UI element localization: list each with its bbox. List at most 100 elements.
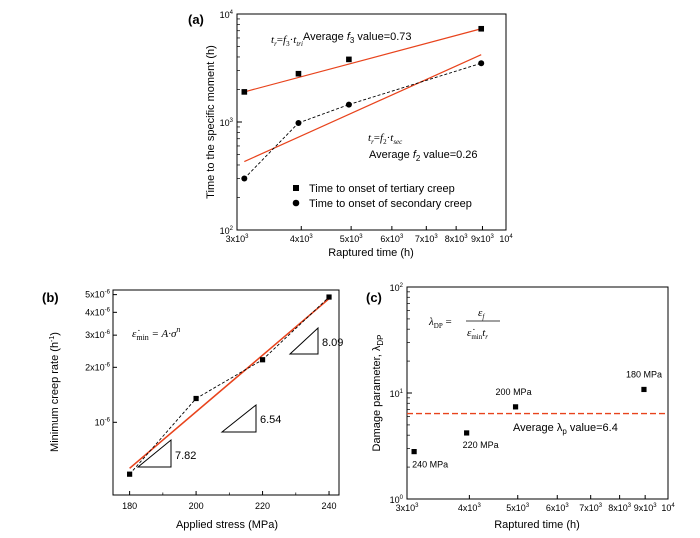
- panel-c-x-tick-label: 3x103: [396, 503, 420, 513]
- panel-b-x-tick-label: 220: [255, 501, 270, 511]
- panel-a-y-ticks: 102 103 104: [220, 10, 242, 236]
- panel-c-point: [464, 430, 470, 436]
- slope-label-3: 8.09: [322, 337, 343, 349]
- panel-b-point: [259, 357, 266, 363]
- panel-c-x-tick-label: 4x103: [458, 503, 482, 513]
- panel-b-y-ticks: 10-6 2x10-6 3x10-6 4x10-6 5x10-6: [85, 290, 117, 427]
- panel-a-y-tick-label: 104: [220, 10, 234, 20]
- slope-triangle-3: [288, 326, 319, 355]
- panel-b-points: [127, 294, 332, 477]
- panel-a-x-label: Raptured time (h): [328, 247, 414, 259]
- panel-a-dashed-segment: [244, 122, 299, 179]
- panel-a-secondary-point: [295, 119, 302, 126]
- panel-a-label: (a): [188, 12, 204, 27]
- panel-c-equation: λDP = εf ε̇mintr: [428, 307, 500, 341]
- panel-c-point-label: 240 MPa: [412, 460, 448, 470]
- panel-a-secondary-point: [345, 101, 352, 108]
- panel-a-fit-line-2: [244, 54, 482, 163]
- panel-b-point: [326, 294, 332, 300]
- panel-c-point-label: 220 MPa: [463, 440, 499, 450]
- panel-a-x-tick-label: 9x103: [471, 234, 495, 244]
- panel-b-y-tick-label: 3x10-6: [85, 330, 111, 340]
- panel-a-tertiary-point: [478, 25, 485, 32]
- panel-c-point-label: 200 MPa: [496, 387, 532, 397]
- svg-text:εf: εf: [478, 307, 485, 321]
- panel-c-x-tick-label: 8x103: [608, 503, 632, 513]
- panel-a-x-ticks: 3x103 4x103 5x103 6x103 7x103 8x103 9x103 104: [226, 226, 513, 244]
- panel-b-dashed-segment: [129, 398, 197, 475]
- panel-b-y-label: Minimum creep rate (h-1): [49, 332, 61, 452]
- panel-c-x-tick-label: 7x103: [579, 503, 603, 513]
- panel-c-y-ticks: 100 101 102: [390, 283, 412, 505]
- panel-a-x-tick-label: 8x103: [445, 234, 469, 244]
- slope-label-1: 7.82: [175, 450, 196, 462]
- legend-square-marker: [293, 185, 299, 191]
- legend-secondary-label: Time to onset of secondary creep: [309, 198, 472, 210]
- panel-c-point-labels: 240 MPa 220 MPa 200 MPa 180 MPa: [412, 369, 662, 469]
- panel-c: (c) 3x103 4x103 5x103 6x103 7x103 8x103 9x103 1…: [366, 283, 675, 531]
- slope-triangle-1: [136, 438, 172, 468]
- panel-a-tertiary-point: [346, 56, 352, 63]
- panel-c-x-tick-label: 9x103: [634, 503, 658, 513]
- panel-c-points: [411, 386, 647, 455]
- panel-a-x-tick-label: 6x103: [380, 234, 404, 244]
- panel-a-tertiary-point: [241, 89, 248, 95]
- panel-a-x-tick-label: 3x103: [226, 234, 250, 244]
- panel-a-tertiary-point: [295, 70, 302, 77]
- panel-a-secondary-point: [478, 60, 485, 67]
- panel-a-x-tick-label: 4x103: [290, 234, 314, 244]
- panel-c-y-tick-label: 101: [390, 389, 404, 399]
- panel-a-x-tick-label: 7x103: [415, 234, 439, 244]
- panel-c-y-tick-label: 100: [390, 495, 404, 505]
- legend-circle-marker: [292, 199, 300, 207]
- panel-c-label: (c): [366, 290, 382, 305]
- panel-a-secondary-point: [241, 175, 248, 182]
- panel-c-x-tick-label: 5x103: [506, 503, 530, 513]
- panel-a-lines: [244, 28, 482, 179]
- panel-a-y-tick-label: 103: [220, 118, 234, 128]
- panel-a-f2-equation: tr=f2·tsec: [368, 132, 403, 146]
- panel-a-dashed-segment: [348, 62, 482, 106]
- panel-c-point: [641, 386, 647, 393]
- panel-a-y-tick-label: 102: [220, 226, 234, 236]
- panel-c-x-ticks: 3x103 4x103 5x103 6x103 7x103 8x103 9x103 104: [396, 495, 675, 513]
- panel-c-y-tick-label: 102: [390, 283, 404, 293]
- panel-b-y-tick-label: 2x10-6: [85, 362, 111, 372]
- panel-b-y-tick-label: 4x10-6: [85, 307, 111, 317]
- panel-b: (b) 180 200 220 240 10-6 2x10-6 3x10-6 4x10-6 5…: [42, 289, 343, 531]
- legend-tertiary-label: Time to onset of tertiary creep: [309, 183, 455, 195]
- panel-b-x-tick-label: 240: [322, 501, 337, 511]
- panel-a-fit-line-1: [244, 28, 482, 93]
- panel-b-x-label: Applied stress (MPa): [176, 519, 278, 531]
- panel-b-point: [193, 395, 199, 402]
- panel-b-frame: [112, 289, 340, 496]
- panel-c-x-tick-label: 104: [661, 503, 675, 513]
- panel-b-equation: ε̇min = A·σn: [132, 325, 180, 342]
- panel-a-x-tick-label: 5x103: [340, 234, 364, 244]
- panel-a-x-tick-label: 104: [499, 234, 513, 244]
- panel-a-f3-average: Average f3 value=0.73: [303, 31, 412, 45]
- panel-b-fit-line: [129, 298, 330, 469]
- slope-triangle-2: [220, 403, 257, 433]
- panel-c-x-label: Raptured time (h): [494, 519, 580, 531]
- panel-b-x-ticks: 180 200 220 240: [122, 491, 337, 511]
- panel-b-label: (b): [42, 290, 59, 305]
- slope-label-2: 6.54: [260, 414, 281, 426]
- panel-b-y-tick-label: 10-6: [95, 417, 111, 427]
- panel-a-legend: Time to onset of tertiary creep Time to …: [292, 183, 472, 210]
- panel-c-point: [512, 404, 519, 410]
- panel-c-average-label: Average λp value=6.4: [513, 422, 618, 436]
- panel-a: (a) 3x103 4x103 5x103 6x103 7x103 8x103 9x103 1…: [188, 10, 513, 259]
- svg-text:ε̇mintr: ε̇mintr: [467, 327, 488, 341]
- panel-a-f3-equation: tr=f3·ttri: [271, 34, 303, 48]
- panel-b-slope-triangles: 7.82 6.54 8.09: [136, 326, 343, 468]
- panel-a-dashed-segment: [298, 104, 350, 124]
- panel-c-point-label: 180 MPa: [626, 369, 662, 379]
- panel-b-x-tick-label: 200: [189, 501, 204, 511]
- panel-a-points: [241, 25, 485, 182]
- panel-c-y-label: Damage parameter, λDP: [371, 335, 385, 452]
- panel-b-point: [127, 471, 133, 477]
- panel-b-x-tick-label: 180: [122, 501, 137, 511]
- panel-c-x-tick-label: 6x103: [546, 503, 570, 513]
